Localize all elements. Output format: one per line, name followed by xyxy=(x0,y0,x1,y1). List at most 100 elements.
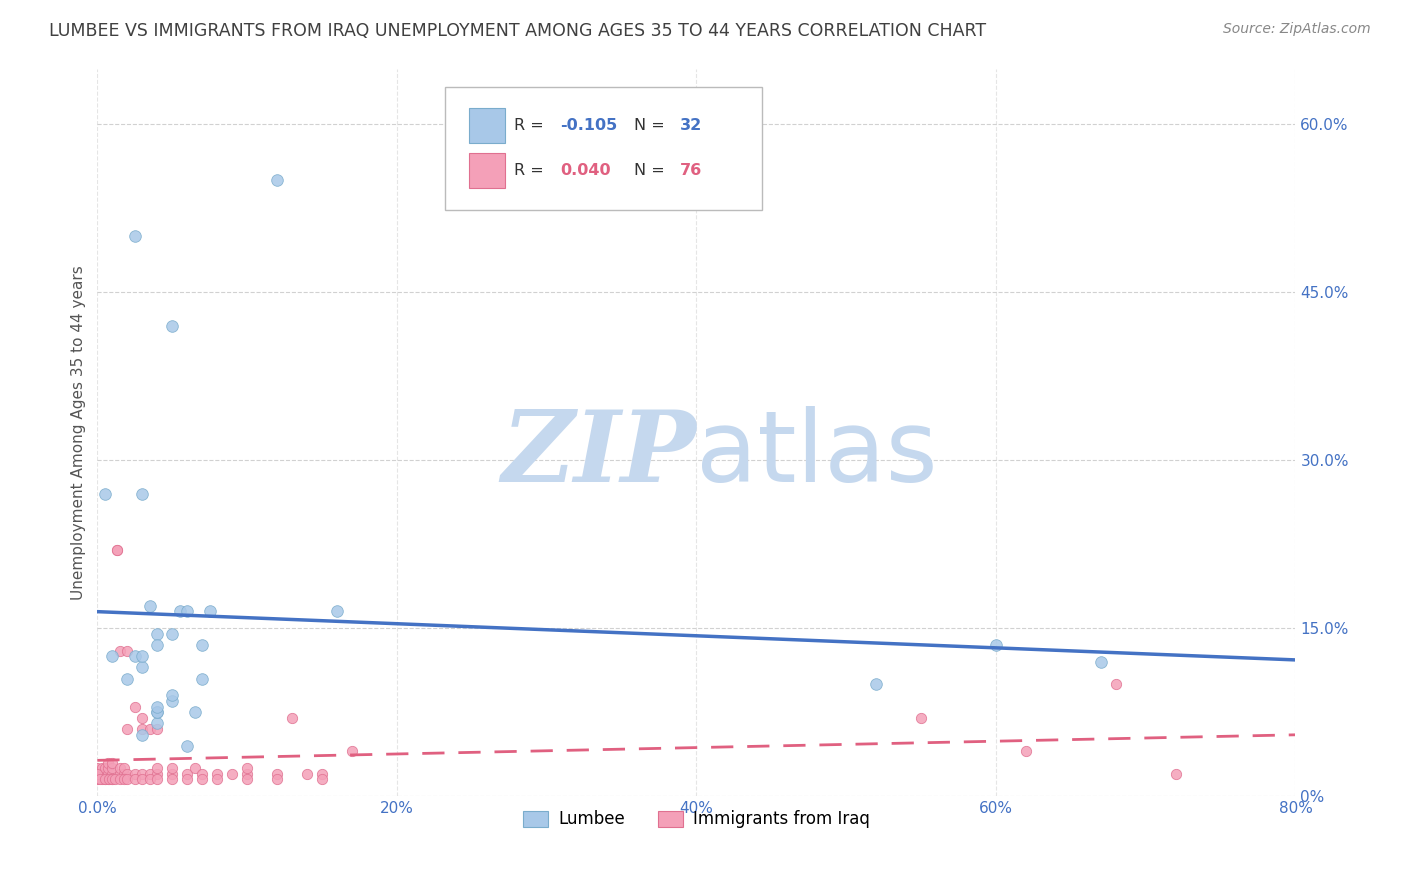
Point xyxy=(117,672,139,686)
Point xyxy=(108,643,131,657)
Point xyxy=(90,772,112,787)
Point xyxy=(97,766,120,780)
Point xyxy=(108,766,131,780)
Point xyxy=(160,772,183,787)
Point xyxy=(160,627,183,641)
Point xyxy=(984,638,1007,652)
Point xyxy=(117,772,139,787)
Point xyxy=(160,689,183,703)
Point xyxy=(97,772,120,787)
Point xyxy=(160,694,183,708)
Point xyxy=(198,604,221,618)
Point xyxy=(98,772,121,787)
Point xyxy=(131,649,153,664)
Point xyxy=(94,487,117,501)
Text: ZIP: ZIP xyxy=(502,406,696,502)
Point xyxy=(131,766,153,780)
Text: LUMBEE VS IMMIGRANTS FROM IRAQ UNEMPLOYMENT AMONG AGES 35 TO 44 YEARS CORRELATIO: LUMBEE VS IMMIGRANTS FROM IRAQ UNEMPLOYM… xyxy=(49,22,987,40)
Point xyxy=(1164,766,1187,780)
FancyBboxPatch shape xyxy=(468,108,505,143)
Point xyxy=(124,699,146,714)
Point xyxy=(169,604,191,618)
Point xyxy=(236,766,259,780)
Point xyxy=(131,727,153,741)
Point xyxy=(191,766,214,780)
Point xyxy=(146,772,169,787)
Point xyxy=(281,711,304,725)
Point xyxy=(97,761,120,775)
Point xyxy=(160,766,183,780)
Text: Source: ZipAtlas.com: Source: ZipAtlas.com xyxy=(1223,22,1371,37)
Point xyxy=(146,716,169,731)
Point xyxy=(112,772,135,787)
Point xyxy=(160,318,183,333)
Point xyxy=(101,649,124,664)
Point xyxy=(94,772,117,787)
Point xyxy=(131,487,153,501)
Point xyxy=(191,638,214,652)
Point xyxy=(124,766,146,780)
Text: N =: N = xyxy=(634,118,671,133)
Point xyxy=(146,761,169,775)
Point xyxy=(108,772,131,787)
Text: N =: N = xyxy=(634,163,671,178)
Point xyxy=(146,627,169,641)
Point xyxy=(124,772,146,787)
Point xyxy=(1090,655,1112,669)
Point xyxy=(865,677,887,691)
Point xyxy=(221,766,243,780)
FancyBboxPatch shape xyxy=(444,87,762,211)
Point xyxy=(86,772,108,787)
Point xyxy=(117,643,139,657)
Text: R =: R = xyxy=(515,163,550,178)
Point xyxy=(117,766,139,780)
Point xyxy=(124,229,146,244)
Point xyxy=(205,766,228,780)
Point xyxy=(1015,744,1038,758)
Point xyxy=(183,761,205,775)
Point xyxy=(117,722,139,736)
Point xyxy=(101,756,124,770)
Point xyxy=(910,711,932,725)
Point xyxy=(86,766,108,780)
Point xyxy=(131,722,153,736)
Text: 0.040: 0.040 xyxy=(560,163,610,178)
Point xyxy=(101,766,124,780)
Point xyxy=(139,722,162,736)
Point xyxy=(139,766,162,780)
Point xyxy=(146,705,169,719)
Point xyxy=(131,660,153,674)
Point xyxy=(90,761,112,775)
Point xyxy=(139,599,162,613)
Point xyxy=(266,173,288,187)
Point xyxy=(146,699,169,714)
Point xyxy=(139,772,162,787)
Point xyxy=(160,761,183,775)
Point xyxy=(94,772,117,787)
Point xyxy=(191,672,214,686)
Text: atlas: atlas xyxy=(696,406,938,502)
Point xyxy=(86,766,108,780)
Point xyxy=(112,766,135,780)
Point xyxy=(146,722,169,736)
Point xyxy=(146,766,169,780)
Point xyxy=(183,705,205,719)
Text: -0.105: -0.105 xyxy=(560,118,617,133)
Point xyxy=(86,761,108,775)
Point xyxy=(86,772,108,787)
Y-axis label: Unemployment Among Ages 35 to 44 years: Unemployment Among Ages 35 to 44 years xyxy=(72,265,86,599)
Point xyxy=(94,766,117,780)
Point xyxy=(326,604,349,618)
Point xyxy=(101,761,124,775)
Point xyxy=(236,772,259,787)
Point xyxy=(97,756,120,770)
Text: R =: R = xyxy=(515,118,550,133)
Point xyxy=(89,772,111,787)
Point xyxy=(236,761,259,775)
Point xyxy=(295,766,318,780)
Point xyxy=(191,772,214,787)
Point xyxy=(205,772,228,787)
Legend: Lumbee, Immigrants from Iraq: Lumbee, Immigrants from Iraq xyxy=(516,804,876,835)
Point xyxy=(311,766,333,780)
FancyBboxPatch shape xyxy=(468,153,505,188)
